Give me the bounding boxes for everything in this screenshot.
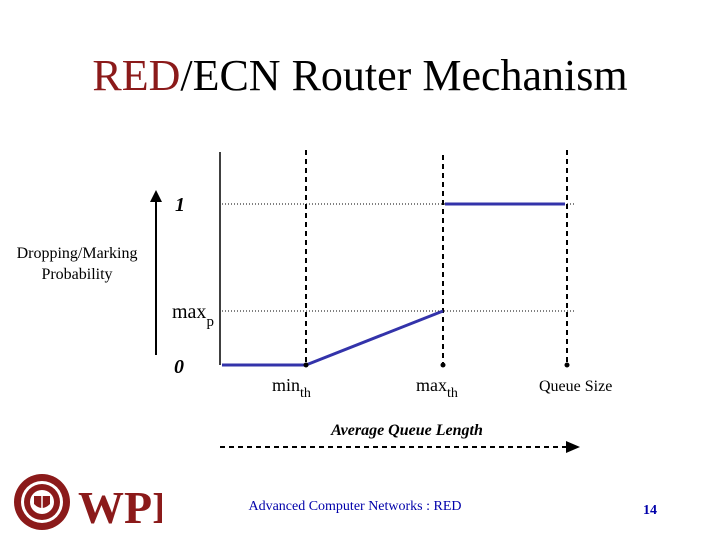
y-axis-label-line2: Probability bbox=[41, 266, 112, 283]
maxth-point bbox=[440, 362, 446, 368]
y-axis-label-line1: Dropping/Marking bbox=[17, 245, 138, 262]
queue-size-point bbox=[564, 362, 570, 368]
title-rest: /ECN Router Mechanism bbox=[180, 51, 628, 100]
x-label-maxth: maxth bbox=[416, 375, 458, 401]
curve-ramp-segment bbox=[305, 309, 444, 367]
wpi-logo: WPI bbox=[14, 474, 162, 532]
y-tick-zero: 0 bbox=[174, 356, 184, 378]
page-number: 14 bbox=[643, 503, 657, 518]
y-axis-arrow-head bbox=[150, 190, 162, 202]
x-axis-title: Average Queue Length bbox=[330, 422, 483, 439]
x-label-queue-size: Queue Size bbox=[539, 378, 612, 395]
wpi-seal-icon bbox=[14, 474, 70, 530]
y-tick-maxp: maxp bbox=[172, 301, 214, 330]
title-red-part: RED bbox=[92, 51, 181, 100]
x-axis-arrow-head bbox=[566, 441, 580, 453]
x-label-minth: minth bbox=[272, 375, 311, 401]
wpi-logo-text: WPI bbox=[78, 482, 162, 532]
slide-title: RED/ECN Router Mechanism bbox=[0, 50, 720, 102]
footer-course-title: Advanced Computer Networks : RED bbox=[248, 499, 462, 514]
minth-point bbox=[303, 362, 309, 368]
y-tick-one: 1 bbox=[175, 194, 185, 216]
